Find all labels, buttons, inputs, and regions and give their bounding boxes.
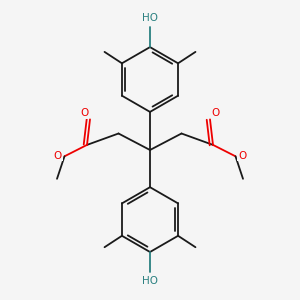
Text: HO: HO (142, 276, 158, 286)
Text: HO: HO (142, 13, 158, 23)
Text: O: O (238, 151, 246, 161)
Text: O: O (211, 108, 220, 118)
Text: O: O (80, 108, 89, 118)
Text: O: O (54, 151, 62, 161)
